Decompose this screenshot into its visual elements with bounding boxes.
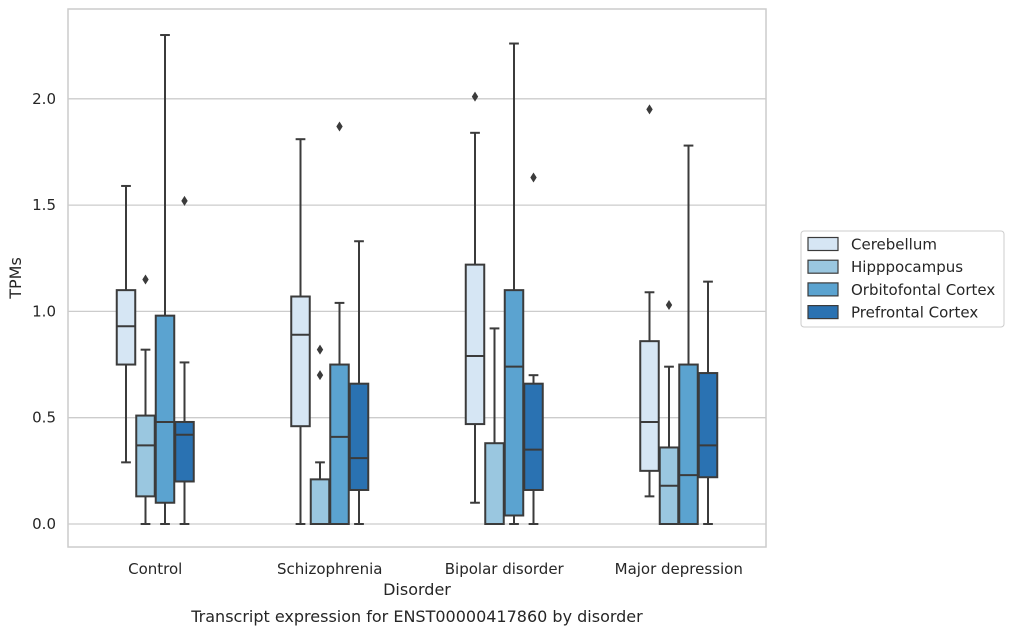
box-1-2: [484, 327, 505, 526]
box-iqr: [174, 420, 195, 483]
legend-label: Cerebellum: [851, 236, 937, 254]
box-2-1: [329, 121, 350, 525]
outlier-point: [336, 121, 343, 132]
outlier-point: [181, 195, 188, 206]
box-3-0: [174, 195, 195, 525]
legend-label: Orbitofontal Cortex: [851, 281, 995, 299]
legend-frame: [800, 230, 1005, 328]
x-axis-ticks: Control Schizophrenia Bipolar disorder Majo…: [128, 560, 743, 578]
box-2-2: [503, 42, 525, 525]
x-tick-label: Control: [128, 560, 182, 578]
box-iqr: [115, 289, 137, 366]
x-axis-title: Disorder: [383, 580, 451, 599]
box-2-0: [154, 34, 176, 525]
y-tick-label: 0.5: [32, 409, 56, 427]
chart-caption: Transcript expression for ENST0000041786…: [190, 607, 643, 626]
legend-swatch: [807, 259, 839, 274]
outlier-point: [471, 91, 479, 102]
outlier-point: [665, 300, 673, 311]
box-iqr: [135, 414, 156, 498]
box-0-3: [639, 104, 660, 498]
outlier-point: [316, 344, 324, 355]
y-tick-label: 2.0: [32, 90, 56, 108]
box-0-0: [115, 184, 137, 464]
legend-swatch: [807, 236, 839, 252]
box-iqr: [154, 314, 176, 504]
x-tick-label: Major depression: [615, 560, 743, 578]
box-iqr: [348, 382, 370, 491]
legend-label: Prefrontal Cortex: [851, 304, 978, 322]
box-1-1: [309, 344, 331, 526]
outlier-point: [530, 172, 537, 183]
plot-area-frame: [67, 8, 767, 548]
box-iqr: [329, 363, 350, 525]
box-iqr: [464, 263, 486, 426]
y-axis-title: TPMs: [6, 257, 25, 300]
box-iqr: [678, 363, 699, 525]
outlier-point: [316, 370, 324, 381]
box-iqr: [309, 478, 331, 526]
box-1-3: [658, 300, 680, 525]
box-3-1: [348, 240, 370, 525]
legend: Cerebellum Hipppocampus Orbitofontal Corte…: [800, 230, 1005, 328]
outlier-point: [646, 104, 653, 115]
legend-swatch: [807, 305, 839, 320]
y-tick-label: 0.0: [32, 515, 56, 533]
y-tick-label: 1.5: [32, 196, 56, 214]
box-3-2: [523, 172, 544, 525]
box-0-1: [290, 138, 311, 525]
box-iqr: [503, 289, 525, 517]
legend-swatch: [807, 282, 839, 297]
box-iqr: [290, 295, 311, 428]
box-3-3: [697, 280, 719, 525]
x-tick-label: Bipolar disorder: [445, 560, 565, 578]
box-0-2: [464, 91, 486, 504]
y-tick-label: 1.0: [32, 302, 56, 320]
outlier-point: [142, 274, 149, 285]
box-plot-groups: [115, 34, 719, 526]
box-1-0: [135, 274, 156, 525]
box-iqr: [484, 442, 505, 526]
box-2-3: [678, 144, 699, 525]
x-tick-label: Schizophrenia: [277, 560, 382, 578]
legend-label: Hipppocampus: [851, 258, 963, 276]
box-iqr: [697, 372, 719, 479]
box-iqr: [639, 340, 660, 472]
y-axis-ticks: 0.0 0.5 1.0 1.5 2.0: [32, 90, 56, 533]
box-iqr: [523, 382, 544, 491]
